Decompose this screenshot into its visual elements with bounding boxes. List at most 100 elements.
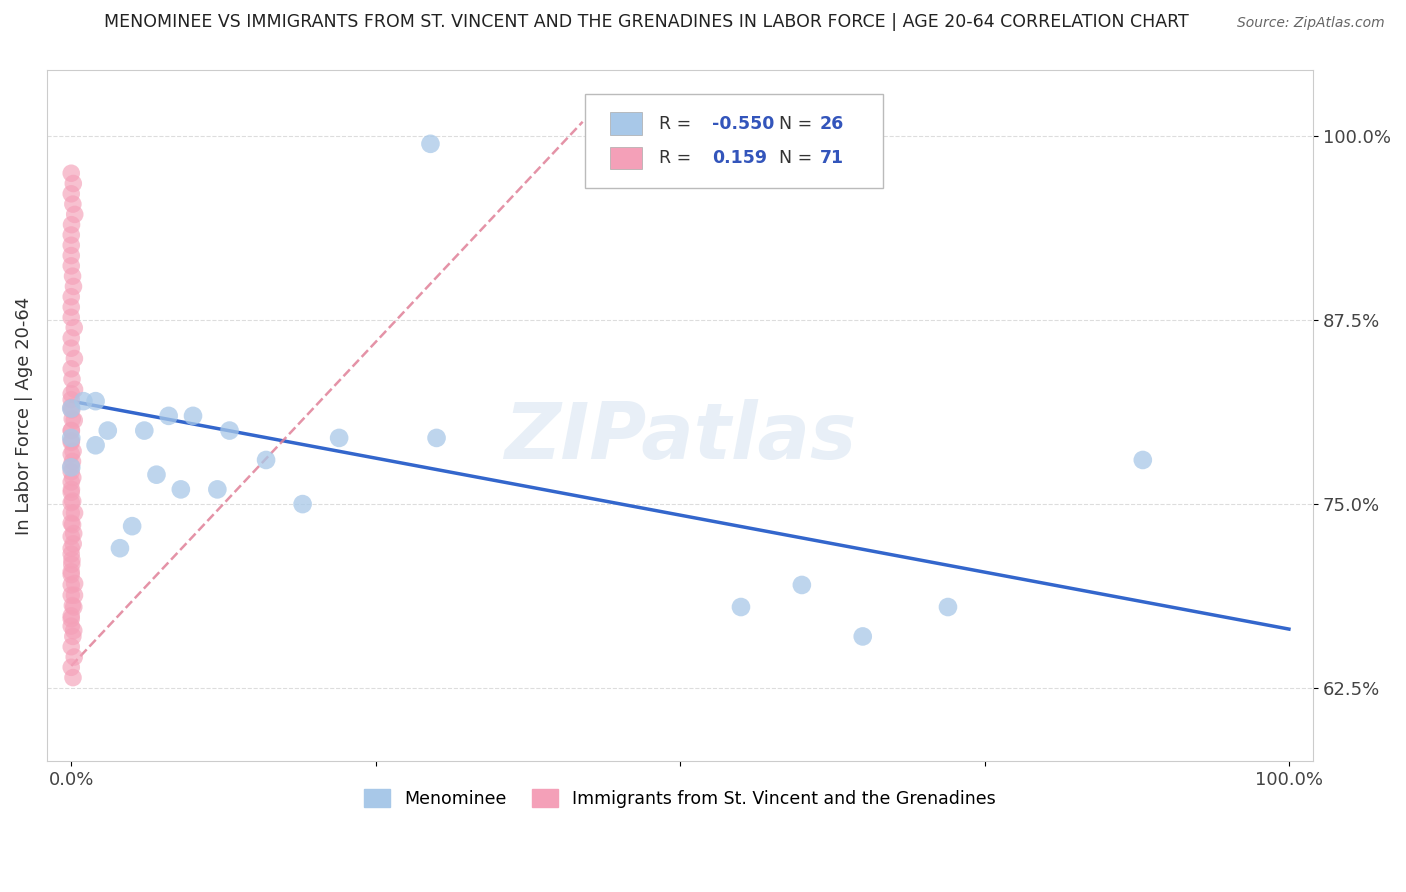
Point [60, 341, 83, 355]
Point [60, 608, 83, 623]
Text: Source: ZipAtlas.com: Source: ZipAtlas.com [1237, 16, 1385, 30]
Point [84, 438, 107, 452]
Point [60, 412, 83, 426]
Point [157, 409, 180, 423]
Point [62, 517, 84, 532]
Point [60, 599, 83, 613]
Point [60, 424, 83, 438]
Point [291, 497, 314, 511]
Point [60, 300, 83, 314]
Point [60, 424, 83, 438]
Legend: Menominee, Immigrants from St. Vincent and the Grenadines: Menominee, Immigrants from St. Vincent a… [357, 782, 1002, 815]
Point [207, 483, 229, 497]
Point [60, 447, 83, 461]
Point [1241, 776, 1264, 790]
Point [60, 310, 83, 325]
Point [60, 403, 83, 417]
Point [60, 400, 83, 414]
Point [121, 519, 143, 533]
Text: ZIPatlas: ZIPatlas [503, 399, 856, 475]
Point [60, 547, 83, 561]
Point [97, 424, 120, 438]
Point [72, 394, 94, 409]
Point [60, 186, 83, 201]
Point [60, 640, 83, 654]
Point [1132, 453, 1154, 467]
Point [60, 259, 83, 273]
Point [60, 434, 83, 448]
Point [60, 227, 83, 242]
Point [60, 516, 83, 531]
Point [60, 372, 83, 386]
Point [60, 435, 83, 450]
Point [730, 600, 752, 615]
Point [60, 567, 83, 582]
Point [60, 392, 83, 407]
Point [60, 495, 83, 509]
Point [419, 136, 441, 151]
Point [60, 553, 83, 567]
Point [63, 506, 86, 520]
FancyBboxPatch shape [610, 147, 643, 169]
Text: N =: N = [779, 114, 818, 133]
Point [63, 383, 86, 397]
Point [60, 475, 83, 489]
Point [108, 541, 131, 556]
Point [63, 351, 86, 366]
Text: 0.159: 0.159 [711, 149, 766, 167]
Point [60, 578, 83, 592]
Point [60, 660, 83, 674]
Point [60, 431, 83, 445]
Point [60, 612, 83, 626]
Point [60, 506, 83, 520]
FancyBboxPatch shape [610, 112, 643, 135]
Point [852, 629, 875, 643]
Point [134, 424, 156, 438]
Point [62, 197, 84, 211]
Point [62, 454, 84, 468]
Point [60, 485, 83, 500]
FancyBboxPatch shape [585, 95, 883, 188]
Point [181, 409, 204, 423]
Point [790, 578, 813, 592]
Point [63, 413, 86, 427]
Point [60, 458, 83, 473]
Point [62, 526, 84, 541]
Point [62, 629, 84, 643]
Text: N =: N = [779, 149, 818, 167]
Point [62, 444, 84, 458]
Point [62, 494, 84, 508]
Point [60, 619, 83, 633]
Point [170, 483, 193, 497]
Point [60, 401, 83, 416]
Point [63, 320, 86, 334]
Point [60, 529, 83, 543]
Point [60, 460, 83, 475]
Point [84, 394, 107, 409]
Text: 71: 71 [820, 149, 844, 167]
Point [62, 269, 84, 284]
Point [60, 166, 83, 180]
Point [60, 361, 83, 376]
Point [145, 467, 167, 482]
Point [63, 650, 86, 665]
Point [60, 290, 83, 304]
Point [60, 541, 83, 556]
Point [62, 624, 84, 638]
Point [60, 565, 83, 579]
Point [60, 218, 83, 232]
Text: R =: R = [658, 114, 696, 133]
Point [254, 453, 277, 467]
Point [60, 465, 83, 479]
Y-axis label: In Labor Force | Age 20-64: In Labor Force | Age 20-64 [15, 297, 32, 535]
Text: R =: R = [658, 149, 696, 167]
Text: -0.550: -0.550 [711, 114, 775, 133]
Point [328, 431, 350, 445]
Point [63, 576, 86, 591]
Point [60, 238, 83, 252]
Point [60, 588, 83, 602]
Text: 26: 26 [820, 114, 844, 133]
Point [60, 558, 83, 572]
Point [60, 249, 83, 263]
Point [60, 386, 83, 401]
